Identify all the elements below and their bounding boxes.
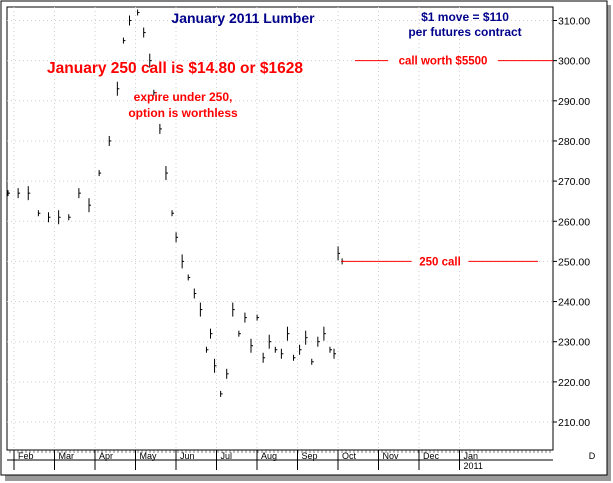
y-tick-label: 250.00	[558, 256, 590, 268]
x-tick-label: Sep	[302, 451, 318, 461]
chart-title: January 2011 Lumber	[171, 10, 315, 26]
x-tick-label: Mar	[59, 451, 75, 461]
x-tick-label: Aug	[261, 451, 277, 461]
x-tick-label: Jun	[180, 451, 195, 461]
reference-label: 250 call	[419, 256, 461, 268]
gridlines	[7, 7, 553, 450]
y-tick-label: 300.00	[558, 56, 590, 68]
right-corner-label: D	[589, 451, 596, 461]
contract-note-line2: per futures contract	[408, 25, 521, 39]
reference-lines: call worth $9900call worth $7700call wor…	[341, 53, 553, 268]
y-tick-label: 280.00	[558, 136, 590, 148]
note-line1: expire under 250,	[134, 90, 233, 104]
y-tick-label: 230.00	[558, 337, 590, 349]
y-tick-label: 290.00	[558, 96, 590, 108]
x-tick-label: Oct	[342, 451, 357, 461]
y-axis: 210.00 220.00 230.00 240.00 250.00 260.00 270.…	[553, 16, 590, 429]
x-tick-label: Jul	[221, 451, 233, 461]
x-tick-label: Dec	[423, 451, 440, 461]
note-line2: option is worthless	[128, 106, 238, 120]
y-tick-label: 260.00	[558, 216, 590, 228]
y-tick-label: 240.00	[558, 297, 590, 309]
y-tick-label: 270.00	[558, 176, 590, 188]
x-year-label: 2011	[464, 461, 483, 471]
x-tick-label: Jan	[464, 451, 479, 461]
chart-subtitle: January 250 call is $14.80 or $1628	[47, 60, 303, 77]
x-tick-label: Nov	[383, 451, 400, 461]
contract-note-line1: $1 move = $110	[421, 10, 509, 24]
y-tick-label: 220.00	[558, 377, 590, 389]
x-tick-label: Feb	[18, 451, 34, 461]
y-tick-label: 310.00	[558, 16, 590, 28]
reference-label: call worth $5500	[399, 56, 488, 68]
reference-label-bg	[388, 53, 498, 67]
x-tick-label: Apr	[99, 451, 113, 461]
reference-label-bg	[411, 254, 469, 268]
y-tick-label: 210.00	[558, 417, 590, 429]
x-tick-label: May	[140, 451, 158, 461]
price-bars	[7, 9, 345, 397]
plot-area	[6, 6, 554, 451]
